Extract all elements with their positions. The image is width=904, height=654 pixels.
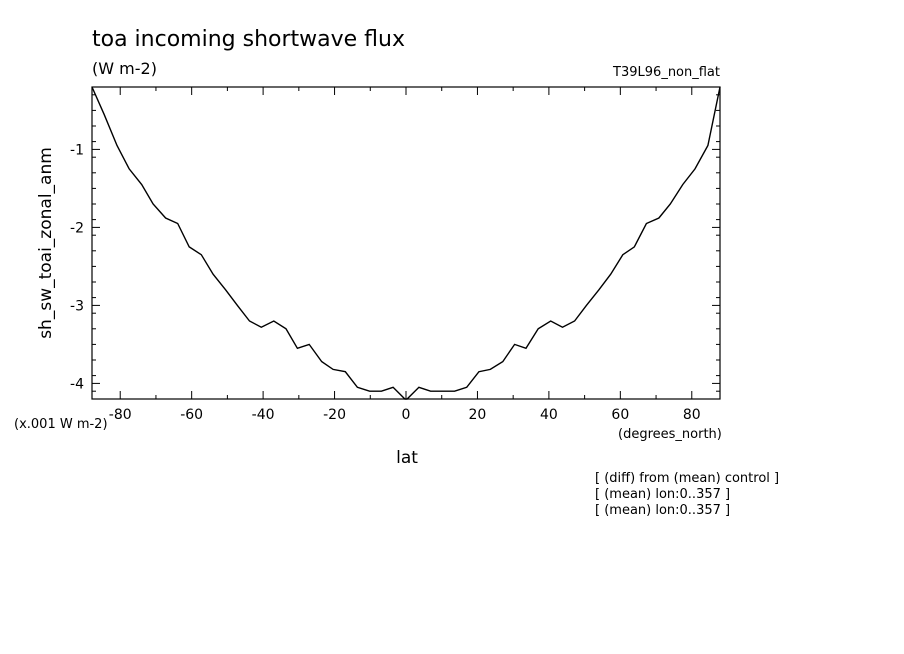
dataset-label: T39L96_non_flat [612, 65, 720, 80]
x-tick-label: 80 [683, 407, 701, 423]
chart-title: toa incoming shortwave flux [92, 27, 405, 52]
x-units: (degrees_north) [618, 427, 722, 442]
x-tick-label: 20 [469, 407, 487, 423]
x-tick-label: -20 [323, 407, 346, 423]
axis-ticks [92, 87, 720, 399]
x-axis-label: lat [396, 448, 418, 468]
x-tick-label: -60 [180, 407, 203, 423]
plot-frame [91, 86, 721, 400]
y-tick-label: -4 [70, 376, 84, 392]
note-3: [ (mean) lon:0..357 ] [595, 503, 730, 518]
series-line [91, 86, 721, 400]
x-tick-label: 0 [402, 407, 411, 423]
x-tick-label: -80 [109, 407, 132, 423]
y-tick-label: -1 [70, 142, 84, 158]
x-tick-label: -40 [252, 407, 275, 423]
chart-units: (W m-2) [92, 59, 157, 78]
y-units: (x.001 W m-2) [14, 417, 108, 432]
y-tick-label: -2 [70, 220, 84, 236]
y-tick-labels: -4 -3 -2 -1 [70, 142, 84, 392]
note-2: [ (mean) lon:0..357 ] [595, 487, 730, 502]
y-axis-label: sh_sw_toai_zonal_anm [36, 147, 56, 339]
y-tick-label: -3 [70, 298, 84, 314]
x-tick-labels: -80 -60 -40 -20 0 20 40 60 80 [109, 407, 701, 423]
x-tick-label: 60 [611, 407, 629, 423]
x-tick-label: 40 [540, 407, 558, 423]
note-1: [ (diff) from (mean) control ] [595, 471, 779, 486]
